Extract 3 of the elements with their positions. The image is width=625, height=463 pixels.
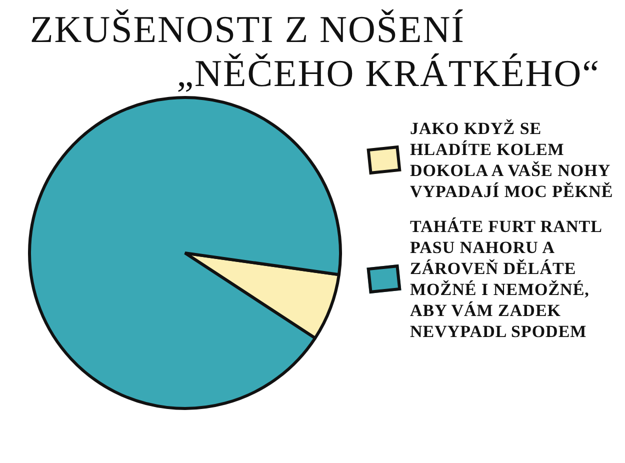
chart-title: ZKUŠENOSTI Z NOŠENÍ „NĚČEHO KRÁTKÉHO“ — [30, 8, 600, 96]
legend-label: JAKO KDYŽ SE HLADÍTE KOLEM DOKOLA A VAŠE NOHY VYPADAJÍ MOC PĚKNĚ — [410, 118, 614, 202]
legend-label: TAHÁTE FURT RANTL PASU NAHORU A ZÁROVEŇ DĚLÁTE MOŽNÉ I NEMOŽNÉ, ABY VÁM ZADEK NEVYPADL SPODEM — [410, 216, 602, 342]
